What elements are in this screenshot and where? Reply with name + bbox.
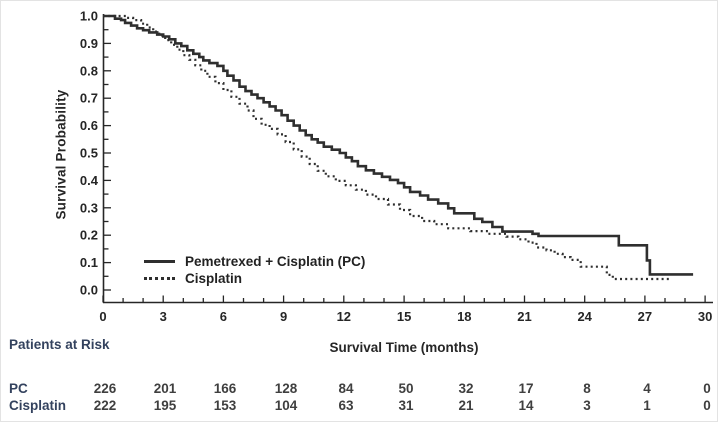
- risk-count: 166: [213, 381, 237, 396]
- svg-text:0.4: 0.4: [80, 173, 99, 188]
- risk-count: 21: [458, 398, 474, 413]
- risk-row-pc: PC 226 201 166 128 84 50 32 17 8 4 0: [1, 381, 717, 398]
- legend-item-cisplatin: Cisplatin: [144, 270, 365, 287]
- risk-count: 226: [93, 381, 117, 396]
- risk-row-label-cisplatin: Cisplatin: [9, 398, 67, 413]
- svg-text:27: 27: [638, 309, 652, 324]
- risk-count: 63: [338, 398, 354, 413]
- risk-count: 31: [398, 398, 414, 413]
- legend-label-cisplatin: Cisplatin: [185, 271, 243, 286]
- svg-text:6: 6: [220, 309, 227, 324]
- risk-table-title: Patients at Risk: [9, 337, 110, 352]
- x-axis-title: Survival Time (months): [329, 340, 479, 355]
- svg-text:0.8: 0.8: [80, 63, 98, 78]
- risk-count: 0: [703, 398, 711, 413]
- legend-item-pc: Pemetrexed + Cisplatin (PC): [144, 253, 365, 270]
- svg-text:18: 18: [457, 309, 471, 324]
- svg-text:15: 15: [397, 309, 411, 324]
- svg-text:24: 24: [577, 309, 592, 324]
- svg-text:0.0: 0.0: [80, 283, 98, 298]
- risk-count: 222: [93, 398, 117, 413]
- svg-text:0.5: 0.5: [80, 146, 98, 161]
- svg-text:0.7: 0.7: [80, 91, 98, 106]
- risk-row-cisplatin: Cisplatin 222 195 153 104 63 31 21 14 3 1 0: [1, 398, 717, 415]
- risk-count: 195: [153, 398, 177, 413]
- risk-count: 14: [518, 398, 534, 413]
- survival-chart-canvas: 0.0 0.1 0.2 0.3 0.4 0.5 0.6 0.7 0.8 0.9 1.0 0 3 6 9 12 1…: [80, 9, 713, 324]
- dotted-line-swatch-icon: [144, 277, 175, 280]
- svg-text:30: 30: [698, 309, 712, 324]
- legend-label-pc: Pemetrexed + Cisplatin (PC): [185, 254, 366, 269]
- risk-count: 0: [703, 381, 711, 396]
- risk-count: 8: [583, 381, 591, 396]
- risk-count: 50: [398, 381, 414, 396]
- svg-text:12: 12: [337, 309, 351, 324]
- svg-text:0.3: 0.3: [80, 200, 98, 215]
- svg-text:0.6: 0.6: [80, 118, 98, 133]
- risk-count: 104: [274, 398, 298, 413]
- risk-row-label-pc: PC: [9, 381, 28, 396]
- svg-text:0.2: 0.2: [80, 228, 98, 243]
- svg-text:0.9: 0.9: [80, 36, 98, 51]
- risk-count: 3: [583, 398, 591, 413]
- risk-count: 201: [153, 381, 177, 396]
- risk-count: 1: [643, 398, 651, 413]
- risk-count: 4: [643, 381, 651, 396]
- svg-text:21: 21: [517, 309, 531, 324]
- solid-line-swatch-icon: [144, 260, 175, 263]
- svg-text:0: 0: [99, 309, 106, 324]
- risk-count: 32: [458, 381, 474, 396]
- legend: Pemetrexed + Cisplatin (PC) Cisplatin: [144, 253, 365, 287]
- risk-count: 17: [518, 381, 534, 396]
- risk-count: 128: [274, 381, 298, 396]
- svg-text:9: 9: [280, 309, 287, 324]
- risk-count: 153: [213, 398, 237, 413]
- svg-text:1.0: 1.0: [80, 9, 98, 24]
- svg-text:0.1: 0.1: [80, 255, 98, 270]
- y-axis-title: Survival Probability: [53, 89, 69, 220]
- svg-text:3: 3: [160, 309, 167, 324]
- risk-count: 84: [338, 381, 354, 396]
